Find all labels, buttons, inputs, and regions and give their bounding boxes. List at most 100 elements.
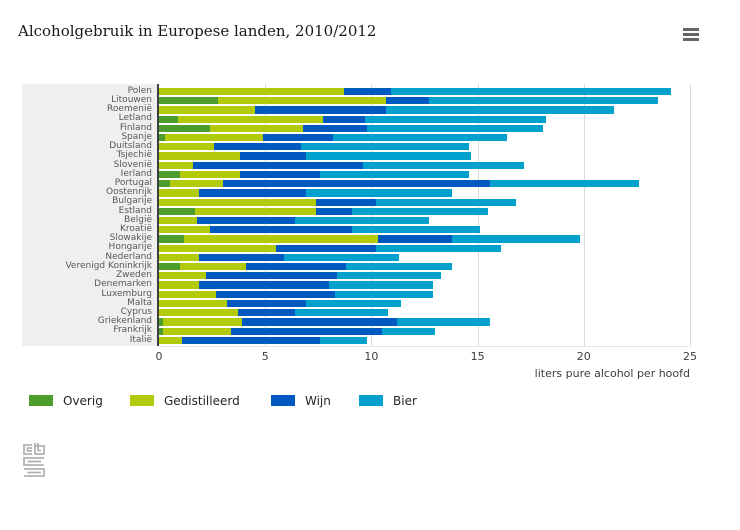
bar-segment-wijn[interactable] — [254, 106, 387, 114]
bar-segment-bier[interactable] — [452, 235, 580, 243]
bar-segment-gedistilleerd[interactable] — [159, 281, 200, 289]
country-label: Slovenië — [113, 159, 152, 170]
bar-segment-overig[interactable] — [159, 97, 219, 105]
bar-segment-bier[interactable] — [284, 253, 399, 262]
bar-segment-bier[interactable] — [294, 216, 429, 225]
bar-segment-wijn[interactable] — [182, 336, 321, 344]
bar-segment-bier[interactable] — [352, 207, 489, 215]
bar-segment-gedistilleerd[interactable] — [163, 327, 232, 335]
bar-segment-overig[interactable] — [159, 170, 181, 179]
bar-segment-bier[interactable] — [335, 290, 433, 298]
bar-segment-wijn[interactable] — [199, 253, 285, 262]
bar-segment-bier[interactable] — [301, 143, 470, 151]
bar-segment-bier[interactable] — [428, 97, 659, 105]
bar-segment-overig[interactable] — [159, 134, 166, 142]
bar-segment-gedistilleerd[interactable] — [159, 244, 276, 252]
bar-segment-wijn[interactable] — [192, 161, 363, 169]
bar-segment-gedistilleerd[interactable] — [159, 299, 227, 308]
bar-segment-gedistilleerd[interactable] — [184, 235, 378, 243]
bar-segment-bier[interactable] — [345, 263, 453, 271]
bar-segment-gedistilleerd[interactable] — [159, 161, 193, 169]
bar-segment-overig[interactable] — [159, 263, 181, 271]
bar-segment-bier[interactable] — [328, 281, 433, 289]
bar-segment-wijn[interactable] — [303, 124, 368, 133]
bar-segment-bier[interactable] — [333, 134, 508, 142]
bar-segment-bier[interactable] — [386, 106, 614, 114]
bar-segment-bier[interactable] — [396, 318, 491, 326]
bar-segment-overig[interactable] — [159, 180, 170, 188]
bar-segment-gedistilleerd[interactable] — [159, 88, 344, 96]
country-label: Bulgarije — [112, 196, 152, 207]
bar-segment-gedistilleerd[interactable] — [159, 216, 198, 225]
bar-segment-gedistilleerd[interactable] — [180, 170, 240, 179]
bar-segment-wijn[interactable] — [209, 226, 353, 234]
bar-segment-wijn[interactable] — [199, 281, 329, 289]
bar-row-slovenië — [159, 161, 525, 169]
bar-segment-wijn[interactable] — [226, 299, 306, 308]
bar-segment-bier[interactable] — [352, 226, 480, 234]
bar-segment-bier[interactable] — [365, 115, 546, 123]
bar-segment-wijn[interactable] — [199, 189, 306, 197]
bar-segment-wijn[interactable] — [322, 115, 365, 123]
bar-segment-wijn[interactable] — [214, 143, 302, 151]
bar-segment-wijn[interactable] — [222, 180, 491, 188]
bar-segment-bier[interactable] — [305, 152, 472, 160]
bar-segment-wijn[interactable] — [239, 152, 306, 160]
bar-segment-wijn[interactable] — [316, 207, 353, 215]
bar-segment-overig[interactable] — [159, 318, 164, 326]
bar-segment-bier[interactable] — [381, 327, 436, 335]
bar-segment-gedistilleerd[interactable] — [159, 152, 240, 160]
bar-segment-gedistilleerd[interactable] — [159, 272, 206, 280]
hamburger-menu-icon[interactable] — [683, 28, 699, 41]
bar-segment-gedistilleerd[interactable] — [159, 198, 317, 206]
bar-segment-overig[interactable] — [159, 124, 210, 133]
bar-segment-bier[interactable] — [320, 336, 368, 344]
bar-segment-bier[interactable] — [305, 189, 453, 197]
bar-segment-wijn[interactable] — [316, 198, 376, 206]
bar-segment-wijn[interactable] — [237, 309, 295, 317]
bar-segment-bier[interactable] — [367, 124, 544, 133]
bar-segment-wijn[interactable] — [386, 97, 429, 105]
bar-segment-wijn[interactable] — [343, 88, 391, 96]
bar-segment-gedistilleerd[interactable] — [163, 318, 242, 326]
bar-segment-gedistilleerd[interactable] — [195, 207, 317, 215]
bar-segment-overig[interactable] — [159, 235, 185, 243]
bar-segment-wijn[interactable] — [231, 327, 382, 335]
bar-segment-gedistilleerd[interactable] — [159, 226, 210, 234]
bar-segment-bier[interactable] — [362, 161, 525, 169]
bar-segment-overig[interactable] — [159, 115, 179, 123]
bar-segment-gedistilleerd[interactable] — [218, 97, 387, 105]
bar-segment-bier[interactable] — [375, 198, 516, 206]
bar-segment-overig[interactable] — [159, 327, 164, 335]
bar-segment-gedistilleerd[interactable] — [165, 134, 264, 142]
bar-segment-gedistilleerd[interactable] — [180, 263, 247, 271]
bar-segment-wijn[interactable] — [216, 290, 336, 298]
bar-segment-wijn[interactable] — [377, 235, 453, 243]
bar-segment-gedistilleerd[interactable] — [159, 290, 217, 298]
bar-segment-bier[interactable] — [390, 88, 671, 96]
bar-segment-bier[interactable] — [305, 299, 402, 308]
bar-segment-bier[interactable] — [490, 180, 639, 188]
bar-segment-bier[interactable] — [375, 244, 501, 252]
bar-segment-gedistilleerd[interactable] — [178, 115, 323, 123]
bar-segment-gedistilleerd[interactable] — [169, 180, 223, 188]
bar-segment-wijn[interactable] — [275, 244, 376, 252]
bar-segment-gedistilleerd[interactable] — [159, 336, 183, 344]
bar-segment-wijn[interactable] — [241, 318, 397, 326]
bar-segment-gedistilleerd[interactable] — [159, 309, 238, 317]
bar-segment-gedistilleerd[interactable] — [159, 189, 200, 197]
bar-segment-bier[interactable] — [337, 272, 442, 280]
bar-segment-gedistilleerd[interactable] — [159, 106, 255, 114]
x-tick-label: 20 — [576, 350, 591, 363]
bar-segment-gedistilleerd[interactable] — [159, 253, 200, 262]
bar-segment-wijn[interactable] — [246, 263, 346, 271]
bar-segment-wijn[interactable] — [205, 272, 338, 280]
bar-segment-overig[interactable] — [159, 207, 196, 215]
bar-segment-bier[interactable] — [320, 170, 470, 179]
bar-segment-wijn[interactable] — [263, 134, 334, 142]
bar-segment-wijn[interactable] — [239, 170, 321, 179]
bar-segment-bier[interactable] — [294, 309, 389, 317]
bar-segment-wijn[interactable] — [197, 216, 295, 225]
bar-segment-gedistilleerd[interactable] — [159, 143, 215, 151]
bar-segment-gedistilleerd[interactable] — [209, 124, 304, 133]
